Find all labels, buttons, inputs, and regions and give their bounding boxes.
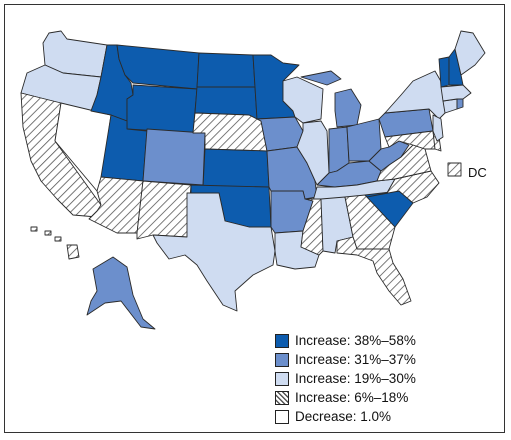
state-vt	[438, 56, 450, 88]
state-nc	[366, 170, 440, 204]
legend-swatch-cat1	[275, 333, 289, 348]
state-nj	[432, 114, 444, 142]
legend: Increase: 38%–58% Increase: 31%–37% Incr…	[275, 331, 416, 426]
legend-swatch-cat5	[275, 409, 289, 424]
legend-swatch-cat3	[275, 371, 289, 386]
legend-label-cat1: Increase: 38%–58%	[295, 333, 416, 348]
state-nd	[196, 52, 256, 88]
state-nh	[448, 48, 464, 86]
state-ak	[86, 256, 156, 330]
us-map	[20, 30, 486, 330]
map-frame: DC Increase: 38%–58% Increase: 31%–37% I…	[4, 4, 505, 433]
state-hi	[30, 226, 80, 260]
state-wy	[126, 84, 198, 134]
state-ri	[456, 98, 464, 110]
dc-label: DC	[468, 165, 487, 180]
legend-label-cat3: Increase: 19%–30%	[295, 371, 416, 386]
legend-label-cat4: Increase: 6%–18%	[295, 390, 409, 405]
dc-swatch	[447, 162, 462, 177]
state-ma	[440, 84, 472, 102]
state-fl	[336, 236, 412, 306]
legend-swatch-cat2	[275, 352, 289, 367]
legend-item-cat1: Increase: 38%–58%	[275, 331, 416, 350]
state-ks	[202, 148, 270, 188]
state-pa	[378, 108, 434, 138]
legend-label-cat5: Decrease: 1.0%	[295, 409, 392, 424]
state-me	[454, 30, 486, 76]
legend-item-cat5: Decrease: 1.0%	[275, 407, 416, 426]
legend-item-cat2: Increase: 31%–37%	[275, 350, 416, 369]
legend-label-cat2: Increase: 31%–37%	[295, 352, 416, 367]
state-wv	[368, 140, 410, 172]
state-co	[142, 128, 206, 186]
state-nm	[136, 180, 192, 240]
state-tx	[152, 192, 276, 312]
legend-swatch-cat4	[275, 390, 289, 405]
legend-item-cat4: Increase: 6%–18%	[275, 388, 416, 407]
legend-item-cat3: Increase: 19%–30%	[275, 369, 416, 388]
